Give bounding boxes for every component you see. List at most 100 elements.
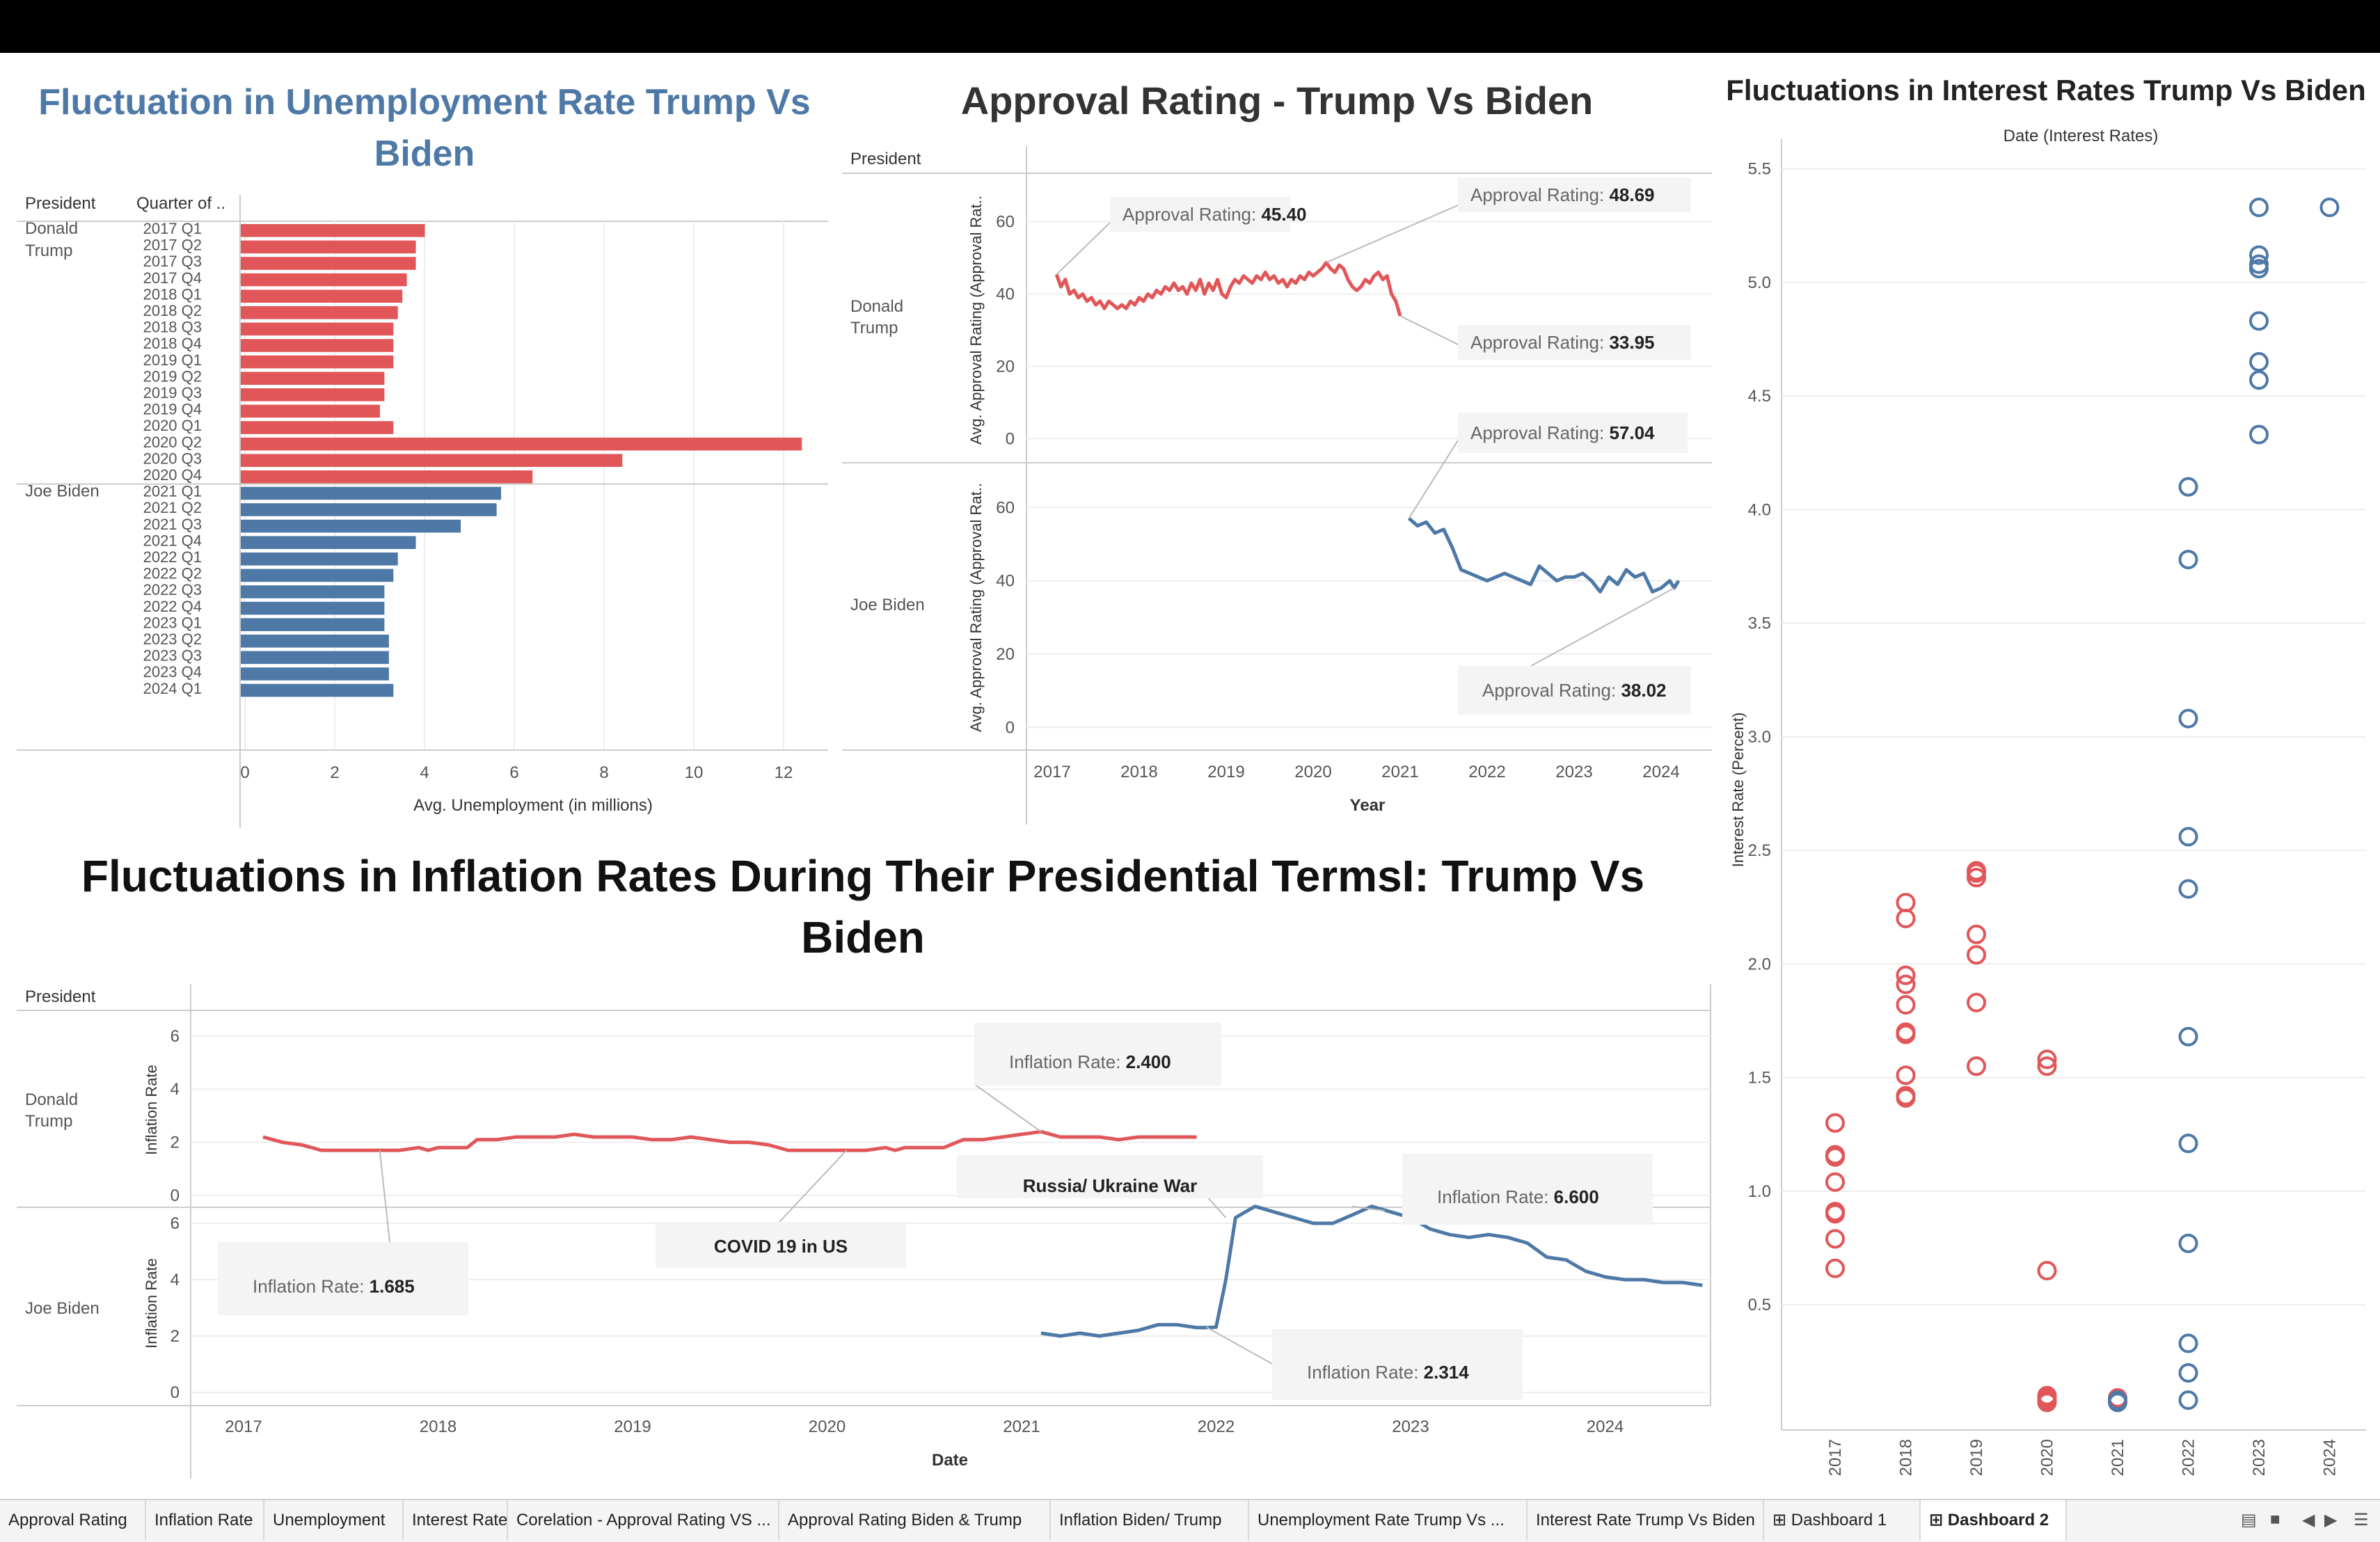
quarter-label: 2023 Q1: [143, 614, 202, 631]
grid-view-icon[interactable]: ▤: [2241, 1510, 2257, 1530]
infl-x-tick: 2022: [1198, 1417, 1235, 1436]
unemp-x-tick: 4: [420, 763, 429, 782]
quarter-label: 2018 Q1: [143, 285, 202, 303]
appr-y-tick: 20: [996, 358, 1015, 376]
interest-point: [2039, 1262, 2056, 1279]
appr-y-tick: 0: [1006, 430, 1015, 449]
unemp-x-tick: 12: [775, 763, 793, 782]
annotation-leader: [779, 1150, 846, 1222]
appr-x-tick: 2020: [1294, 763, 1331, 781]
inflation-annotation: Inflation Rate: 6.600: [1437, 1186, 1599, 1207]
president-label: Donald: [25, 1090, 78, 1109]
next-tab-icon[interactable]: ▶: [2324, 1510, 2337, 1530]
interest-point: [2180, 881, 2197, 898]
quarter-label: 2022 Q1: [143, 548, 202, 566]
infl-y-tick: 4: [170, 1271, 180, 1289]
quarter-label: 2023 Q2: [143, 630, 202, 648]
infl-y-tick: 6: [170, 1027, 180, 1046]
president-header: President: [25, 987, 96, 1006]
annotation-leader: [1326, 205, 1458, 262]
infl-y-tick: 6: [170, 1214, 180, 1233]
sheet-tab[interactable]: Inflation Rate: [146, 1500, 264, 1541]
unemp-x-tick: 0: [240, 763, 249, 782]
sheet-tab[interactable]: Inflation Biden/ Trump: [1051, 1500, 1249, 1541]
interest-point: [2251, 353, 2267, 370]
quarter-label: 2021 Q1: [143, 483, 202, 500]
appr-y-label-top: Avg. Approval Rating (Approval Rat..: [967, 196, 985, 445]
quarter-label: 2019 Q3: [143, 384, 202, 402]
int-x-tick: 2020: [2038, 1439, 2057, 1476]
unemp-bar: [241, 520, 461, 533]
appr-x-tick: 2023: [1555, 763, 1592, 781]
quarter-label: 2022 Q4: [143, 598, 202, 615]
interest-point: [1898, 894, 1914, 911]
unemp-bar: [241, 306, 398, 319]
unemp-bar: [241, 339, 393, 352]
infl-x-tick: 2019: [614, 1417, 651, 1436]
quarter-label: 2020 Q1: [143, 417, 202, 434]
filmstrip-icon[interactable]: ■: [2270, 1510, 2280, 1529]
infl-x-tick: 2017: [225, 1417, 262, 1436]
infl-x-tick: 2020: [809, 1417, 846, 1436]
interest-scatter-chart: 0.5 1.0 1.5 2.0 2.5 3.0 3.5 4.0 4.5 5.0 5.5 Interes…: [1712, 139, 2380, 1496]
sheet-tab[interactable]: Unemployment Rate Trump Vs ...: [1249, 1500, 1528, 1541]
annotation-leader: [1400, 316, 1458, 344]
int-x-tick: 2021: [2109, 1439, 2127, 1476]
sheet-tab[interactable]: ⊞ Dashboard 1: [1764, 1500, 1921, 1541]
int-y-tick: 3.0: [1748, 728, 1771, 747]
interest-point: [2251, 312, 2267, 329]
int-x-tick: 2024: [2321, 1439, 2340, 1476]
interest-point: [1968, 994, 1985, 1011]
top-black-bar: [0, 0, 2380, 53]
int-y-tick: 4.5: [1748, 387, 1771, 406]
president-label: Joe Biden: [25, 1299, 100, 1318]
tab-menu-icon[interactable]: ☰: [2354, 1510, 2369, 1530]
infl-y-label: Inflation Rate: [143, 1258, 160, 1349]
int-x-tick: 2022: [2180, 1439, 2198, 1476]
sheet-tab[interactable]: Interest Rate: [404, 1500, 508, 1541]
quarter-label: 2017 Q3: [143, 253, 202, 270]
prev-tab-icon[interactable]: ◀: [2302, 1510, 2315, 1530]
int-y-tick: 2.0: [1748, 955, 1771, 973]
quarter-label: 2018 Q3: [143, 319, 202, 336]
quarter-label: 2018 Q2: [143, 302, 202, 319]
inflation-annotation: Inflation Rate: 2.314: [1307, 1362, 1469, 1383]
trump-approval-line: [1056, 262, 1400, 316]
interest-point: [2180, 1135, 2197, 1152]
int-y-label: Interest Rate (Percent): [1729, 713, 1747, 868]
sheet-tab[interactable]: Interest Rate Trump Vs Biden: [1528, 1500, 1764, 1541]
sheet-tab[interactable]: ⊞ Dashboard 2: [1921, 1500, 2067, 1541]
approval-annotation: Approval Rating: 38.02: [1482, 680, 1667, 701]
int-y-tick: 1.5: [1748, 1069, 1771, 1088]
sheet-tab[interactable]: Corelation - Approval Rating VS ...: [508, 1500, 779, 1541]
appr-y-tick: 40: [996, 285, 1015, 304]
annotation-leader: [974, 1084, 1041, 1131]
interest-point: [1827, 1230, 1843, 1247]
sheet-tab[interactable]: Unemployment: [264, 1500, 404, 1541]
unemp-bar: [241, 388, 384, 402]
president-label: Trump: [25, 1112, 72, 1131]
sheet-tab[interactable]: Approval Rating Biden & Trump: [779, 1500, 1051, 1541]
unemp-bar: [241, 585, 384, 598]
sheet-tab[interactable]: Approval Rating: [0, 1500, 146, 1541]
interest-point: [2251, 199, 2267, 216]
trump-inflation-line: [263, 1131, 1197, 1150]
quarter-label: 2017 Q2: [143, 237, 202, 254]
int-x-tick: 2018: [1897, 1439, 1916, 1476]
interest-point: [2180, 479, 2197, 495]
biden-inflation-line: [1041, 1207, 1702, 1336]
approval-annotation: Approval Rating: 48.69: [1470, 184, 1655, 205]
infl-y-tick: 2: [170, 1134, 180, 1152]
infl-x-tick: 2024: [1587, 1417, 1624, 1436]
annotation-leader: [1056, 223, 1110, 274]
approval-title: Approval Rating - Trump Vs Biden: [835, 78, 1719, 123]
unemp-bar: [241, 273, 407, 287]
president-label: Trump: [25, 241, 72, 260]
interest-point: [1827, 1174, 1843, 1191]
approval-annotation: Approval Rating: 33.95: [1470, 332, 1655, 353]
infl-y-tick: 0: [170, 1186, 180, 1205]
interest-point: [1898, 910, 1914, 927]
unemp-x-tick: 2: [330, 763, 339, 782]
president-label: Donald: [850, 297, 903, 316]
int-y-tick: 3.5: [1748, 614, 1771, 633]
